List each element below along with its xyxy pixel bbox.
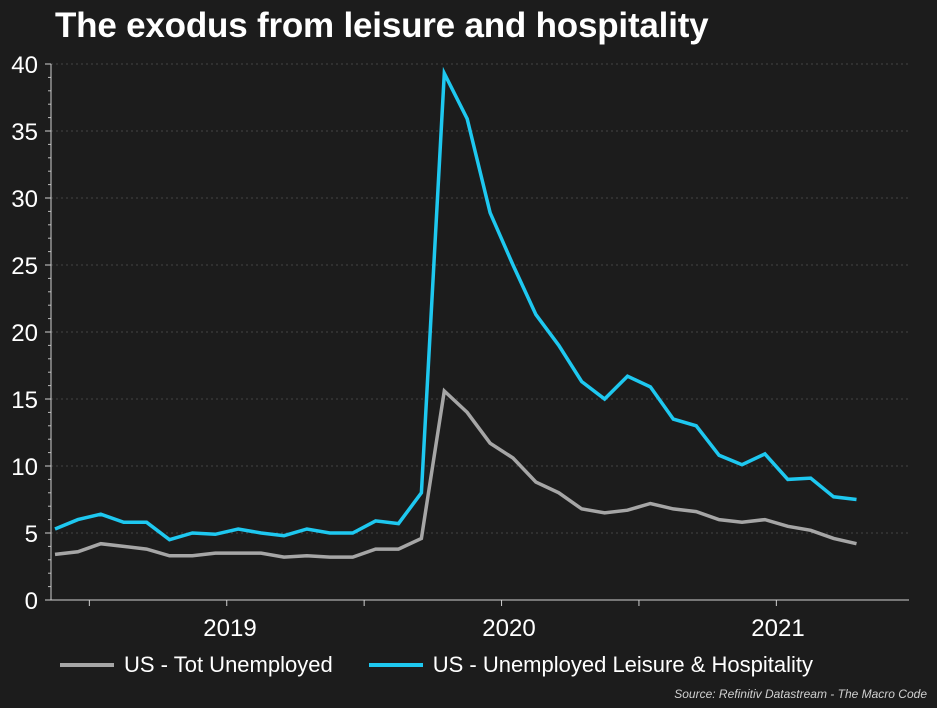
legend-item-leisure-hospitality: US - Unemployed Leisure & Hospitality (368, 652, 813, 678)
y-tick-label: 30 (11, 186, 38, 213)
x-tick-label: 2021 (751, 615, 804, 642)
gridlines (51, 63, 909, 534)
y-tick-label: 35 (11, 119, 38, 146)
y-tick-label: 20 (11, 320, 38, 347)
series-line-tot-unemployed (54, 387, 857, 559)
legend-label-tot-unemployed: US - Tot Unemployed (124, 652, 333, 677)
x-tick-label: 2019 (203, 615, 256, 642)
axes: 0 5 10 15 20 25 30 35 40 2019 2020 2021 (11, 52, 909, 642)
y-tick-label: 0 (25, 588, 38, 615)
chart-title: The exodus from leisure and hospitality (55, 6, 709, 45)
legend-label-leisure-hospitality: US - Unemployed Leisure & Hospitality (432, 652, 813, 677)
source-note: Source: Refinitiv Datastream - The Macro… (674, 687, 927, 701)
x-tick-label: 2020 (482, 615, 535, 642)
legend-item-tot-unemployed: US - Tot Unemployed (60, 652, 333, 678)
y-tick-label: 15 (11, 387, 38, 414)
series-lines (54, 66, 857, 559)
y-tick-label: 40 (11, 52, 38, 79)
y-tick-label: 25 (11, 253, 38, 280)
legend: US - Tot Unemployed US - Unemployed Leis… (60, 652, 849, 678)
series-line-leisure-hospitality (54, 66, 857, 542)
line-chart: 0 5 10 15 20 25 30 35 40 2019 2020 2021 (11, 52, 909, 642)
y-tick-label: 5 (25, 521, 38, 548)
legend-swatch-tot-unemployed (60, 663, 114, 667)
legend-swatch-leisure-hospitality (368, 663, 423, 667)
y-tick-label: 10 (11, 454, 38, 481)
